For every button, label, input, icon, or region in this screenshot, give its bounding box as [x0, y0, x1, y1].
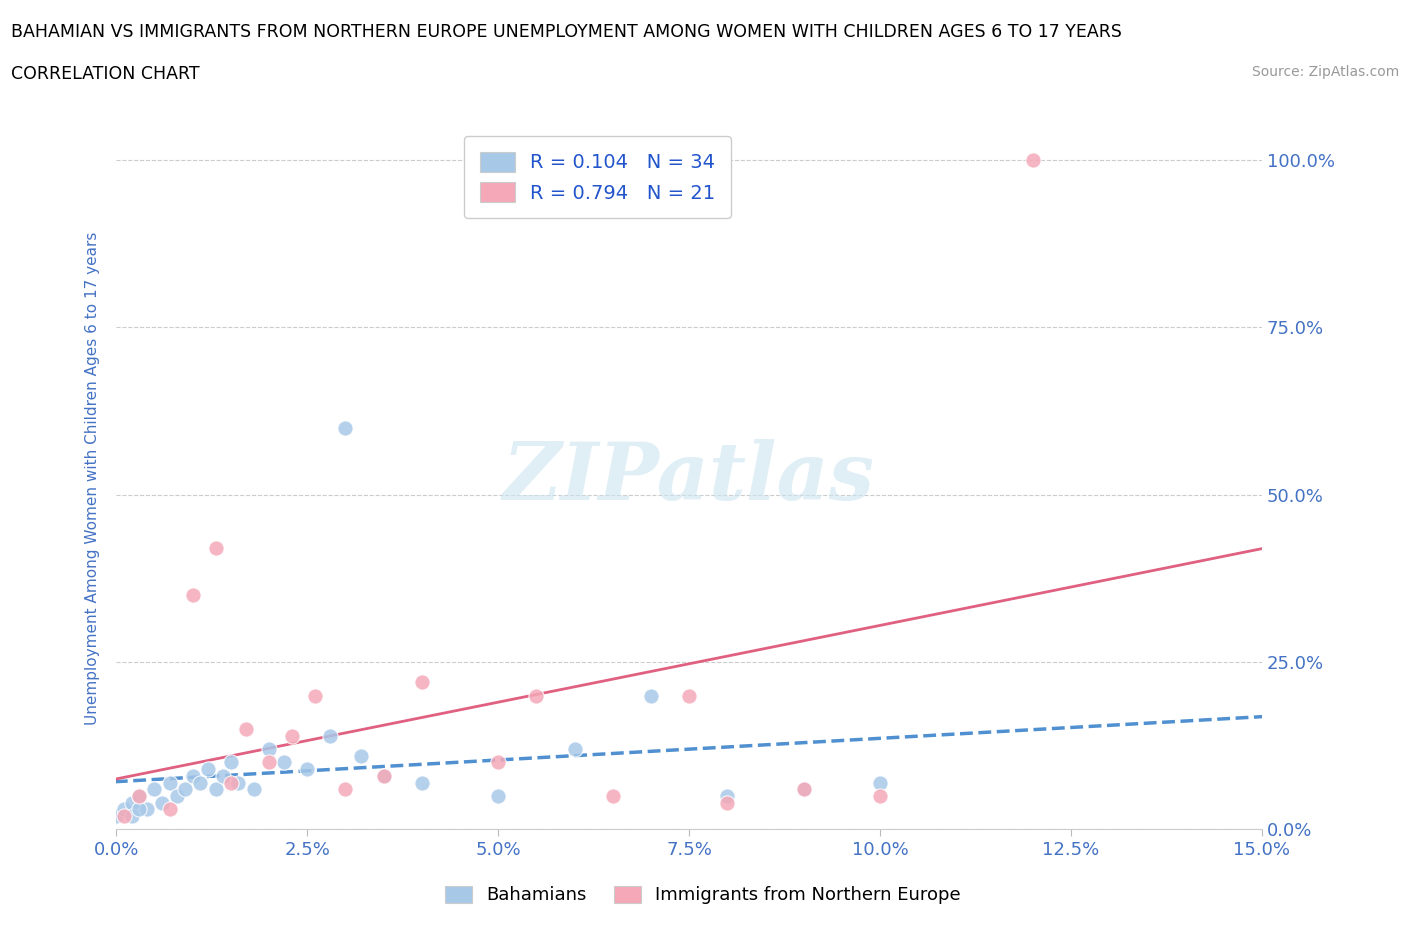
Point	[304, 688, 326, 703]
Point	[281, 728, 304, 743]
Point	[350, 749, 373, 764]
Point	[159, 802, 181, 817]
Point	[219, 755, 242, 770]
Point	[159, 775, 181, 790]
Point	[373, 768, 395, 783]
Legend: R = 0.104   N = 34, R = 0.794   N = 21: R = 0.104 N = 34, R = 0.794 N = 21	[464, 137, 731, 219]
Point	[524, 688, 547, 703]
Text: BAHAMIAN VS IMMIGRANTS FROM NORTHERN EUROPE UNEMPLOYMENT AMONG WOMEN WITH CHILDR: BAHAMIAN VS IMMIGRANTS FROM NORTHERN EUR…	[11, 23, 1122, 41]
Point	[128, 789, 150, 804]
Point	[373, 768, 395, 783]
Point	[257, 755, 280, 770]
Point	[135, 802, 157, 817]
Point	[235, 722, 257, 737]
Y-axis label: Unemployment Among Women with Children Ages 6 to 17 years: Unemployment Among Women with Children A…	[86, 232, 100, 724]
Point	[716, 795, 738, 810]
Text: Source: ZipAtlas.com: Source: ZipAtlas.com	[1251, 65, 1399, 79]
Point	[105, 808, 128, 823]
Point	[112, 802, 135, 817]
Point	[204, 541, 226, 556]
Point	[640, 688, 662, 703]
Point	[411, 775, 433, 790]
Point	[228, 775, 250, 790]
Point	[174, 782, 197, 797]
Point	[257, 741, 280, 756]
Point	[716, 789, 738, 804]
Point	[273, 755, 295, 770]
Point	[143, 782, 166, 797]
Point	[188, 775, 211, 790]
Point	[678, 688, 700, 703]
Point	[150, 795, 173, 810]
Point	[166, 789, 188, 804]
Point	[212, 768, 235, 783]
Legend: Bahamians, Immigrants from Northern Europe: Bahamians, Immigrants from Northern Euro…	[437, 879, 969, 911]
Point	[486, 755, 509, 770]
Point	[295, 762, 318, 777]
Point	[564, 741, 586, 756]
Point	[793, 782, 815, 797]
Point	[486, 789, 509, 804]
Point	[181, 768, 204, 783]
Point	[112, 808, 135, 823]
Point	[335, 782, 357, 797]
Point	[869, 789, 891, 804]
Point	[602, 789, 624, 804]
Point	[121, 795, 143, 810]
Point	[197, 762, 219, 777]
Point	[869, 775, 891, 790]
Point	[242, 782, 264, 797]
Text: CORRELATION CHART: CORRELATION CHART	[11, 65, 200, 83]
Text: ZIPatlas: ZIPatlas	[503, 439, 875, 517]
Point	[1022, 153, 1045, 167]
Point	[335, 420, 357, 435]
Point	[204, 782, 226, 797]
Point	[128, 789, 150, 804]
Point	[121, 808, 143, 823]
Point	[793, 782, 815, 797]
Point	[411, 674, 433, 689]
Point	[181, 588, 204, 603]
Point	[128, 802, 150, 817]
Point	[319, 728, 342, 743]
Point	[219, 775, 242, 790]
